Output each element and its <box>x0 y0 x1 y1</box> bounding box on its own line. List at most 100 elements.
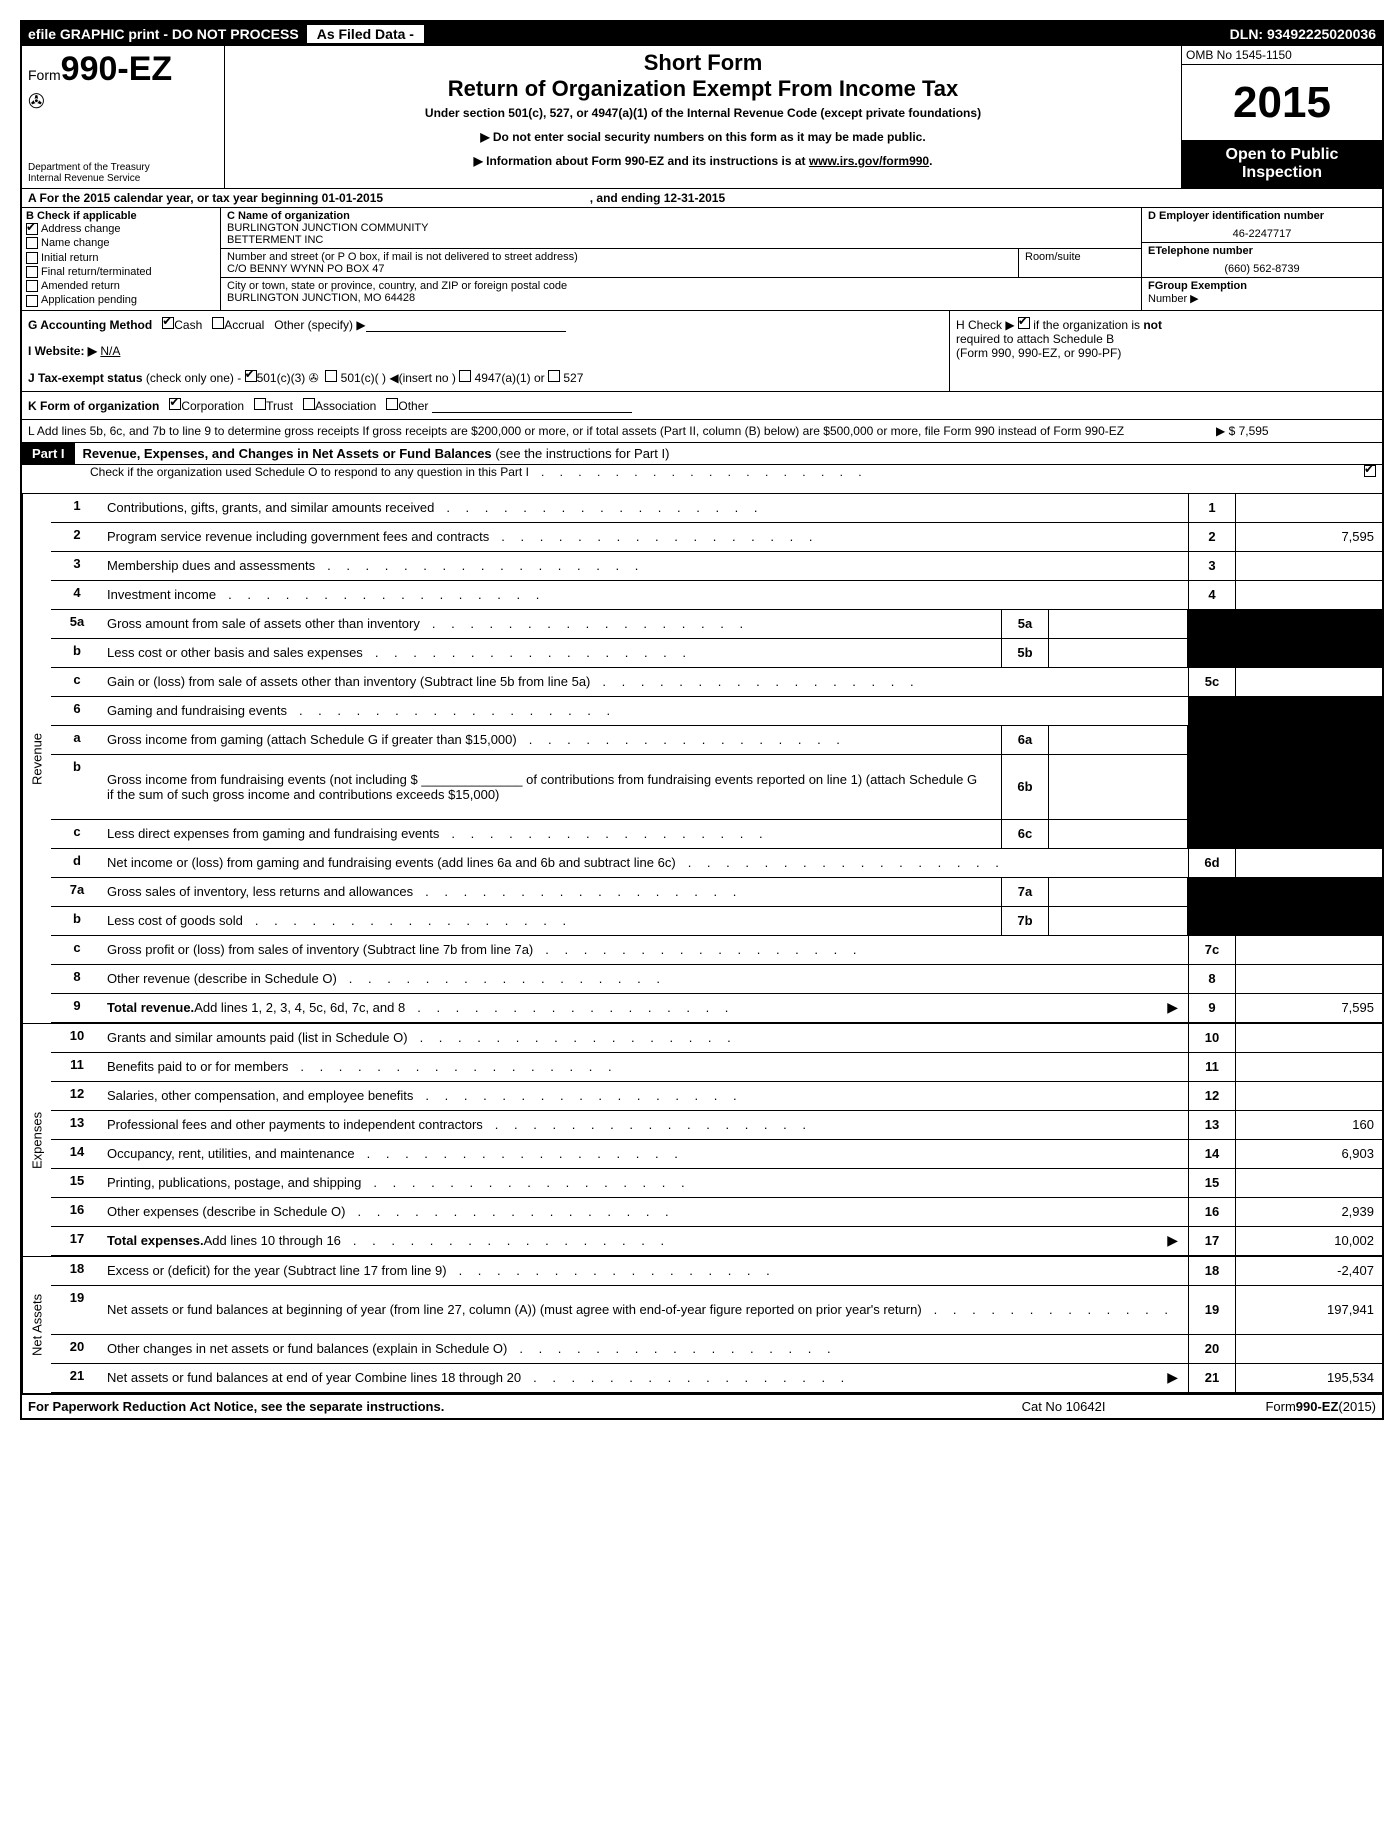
line-desc: Membership dues and assessments. . . . .… <box>103 552 1188 580</box>
right-line-val: 7,595 <box>1236 523 1382 551</box>
check-initial-return[interactable] <box>26 252 38 264</box>
check-4947[interactable] <box>459 370 471 382</box>
line-num: 14 <box>51 1140 103 1168</box>
check-application-pending[interactable] <box>26 295 38 307</box>
check-schedule-b[interactable] <box>1018 317 1030 329</box>
col-b: B Check if applicable Address change Nam… <box>22 208 221 310</box>
line-desc: Investment income. . . . . . . . . . . .… <box>103 581 1188 609</box>
line-5a: 5aGross amount from sale of assets other… <box>51 610 1382 639</box>
mid-line-val <box>1049 726 1188 754</box>
check-association[interactable] <box>303 398 315 410</box>
mid-line-num: 6b <box>1001 755 1049 819</box>
line-desc: Total expenses. Add lines 10 through 16.… <box>103 1227 1188 1255</box>
line-num: 3 <box>51 552 103 580</box>
irs-link[interactable]: www.irs.gov/form990 <box>809 154 929 168</box>
line-10: 10Grants and similar amounts paid (list … <box>51 1024 1382 1053</box>
efile-label: efile GRAPHIC print - DO NOT PROCESS <box>22 26 305 42</box>
right-line-val: 10,002 <box>1236 1227 1382 1255</box>
check-other-org[interactable] <box>386 398 398 410</box>
line-desc: Gross income from fundraising events (no… <box>103 755 1001 819</box>
line-12: 12Salaries, other compensation, and empl… <box>51 1082 1382 1111</box>
schedule-o-text: Check if the organization used Schedule … <box>90 465 529 493</box>
right-num-shaded <box>1188 726 1236 754</box>
check-corporation[interactable] <box>169 398 181 410</box>
line-num: 18 <box>51 1257 103 1285</box>
line-num: 17 <box>51 1227 103 1255</box>
right-line-num: 20 <box>1188 1335 1236 1363</box>
line-num: 10 <box>51 1024 103 1052</box>
check-501c3[interactable] <box>245 370 257 382</box>
line-17: 17Total expenses. Add lines 10 through 1… <box>51 1227 1382 1256</box>
check-final-return[interactable] <box>26 266 38 278</box>
line-16: 16Other expenses (describe in Schedule O… <box>51 1198 1382 1227</box>
line-d: dNet income or (loss) from gaming and fu… <box>51 849 1382 878</box>
header-left: Form990-EZ ✇ Department of the Treasury … <box>22 46 225 188</box>
instruction-2: ▶ Information about Form 990-EZ and its … <box>235 154 1171 168</box>
line-desc: Less cost or other basis and sales expen… <box>103 639 1001 667</box>
line-num: 13 <box>51 1111 103 1139</box>
right-line-num: 2 <box>1188 523 1236 551</box>
check-name-change[interactable] <box>26 237 38 249</box>
line-desc: Program service revenue including govern… <box>103 523 1188 551</box>
line-desc: Gaming and fundraising events. . . . . .… <box>103 697 1188 725</box>
line-desc: Gain or (loss) from sale of assets other… <box>103 668 1188 696</box>
street-label: Number and street (or P O box, if mail i… <box>227 251 1012 263</box>
mid-line-num: 6c <box>1001 820 1049 848</box>
right-line-val <box>1236 1335 1382 1363</box>
right-num-shaded <box>1188 878 1236 906</box>
city-label: City or town, state or province, country… <box>227 280 1135 292</box>
footer: For Paperwork Reduction Act Notice, see … <box>22 1395 1382 1418</box>
line-desc: Benefits paid to or for members. . . . .… <box>103 1053 1188 1081</box>
info-row: B Check if applicable Address change Nam… <box>22 208 1382 311</box>
line-desc: Other changes in net assets or fund bala… <box>103 1335 1188 1363</box>
right-line-val <box>1236 1082 1382 1110</box>
check-cash[interactable] <box>162 317 174 329</box>
ein-label: D Employer identification number <box>1148 210 1376 222</box>
right-line-num: 5c <box>1188 668 1236 696</box>
line-c: cLess direct expenses from gaming and fu… <box>51 820 1382 849</box>
line-7a: 7aGross sales of inventory, less returns… <box>51 878 1382 907</box>
line-19: 19Net assets or fund balances at beginni… <box>51 1286 1382 1335</box>
line-1: 1Contributions, gifts, grants, and simil… <box>51 494 1382 523</box>
expenses-vlabel: Expenses <box>22 1024 51 1256</box>
right-line-val <box>1236 1024 1382 1052</box>
netassets-block: Net Assets 18Excess or (deficit) for the… <box>22 1257 1382 1395</box>
right-val <box>1236 726 1382 754</box>
mid-line-val <box>1049 755 1188 819</box>
line-15: 15Printing, publications, postage, and s… <box>51 1169 1382 1198</box>
line-num: c <box>51 668 103 696</box>
right-line-val <box>1236 1169 1382 1197</box>
check-accrual[interactable] <box>212 317 224 329</box>
check-schedule-o[interactable] <box>1364 465 1376 477</box>
line-8: 8Other revenue (describe in Schedule O).… <box>51 965 1382 994</box>
right-line-val: 7,595 <box>1236 994 1382 1022</box>
expenses-block: Expenses 10Grants and similar amounts pa… <box>22 1024 1382 1257</box>
mid-line-num: 7a <box>1001 878 1049 906</box>
header-center: Short Form Return of Organization Exempt… <box>225 46 1181 188</box>
right-line-num: 1 <box>1188 494 1236 522</box>
title-main: Return of Organization Exempt From Incom… <box>235 76 1171 102</box>
row-l: L Add lines 5b, 6c, and 7b to line 9 to … <box>22 420 1382 443</box>
mid-line-num: 7b <box>1001 907 1049 935</box>
check-527[interactable] <box>548 370 560 382</box>
check-501c[interactable] <box>325 370 337 382</box>
line-c: cGain or (loss) from sale of assets othe… <box>51 668 1382 697</box>
col-de: D Employer identification number 46-2247… <box>1141 208 1382 310</box>
line-desc: Gross income from gaming (attach Schedul… <box>103 726 1001 754</box>
city-value: BURLINGTON JUNCTION, MO 64428 <box>227 292 1135 304</box>
phone-label: ETelephone number <box>1148 245 1376 257</box>
line-num: 1 <box>51 494 103 522</box>
right-line-val <box>1236 849 1382 877</box>
right-line-val <box>1236 965 1382 993</box>
line-3: 3Membership dues and assessments. . . . … <box>51 552 1382 581</box>
check-trust[interactable] <box>254 398 266 410</box>
check-amended[interactable] <box>26 280 38 292</box>
line-desc: Gross amount from sale of assets other t… <box>103 610 1001 638</box>
line-desc: Less direct expenses from gaming and fun… <box>103 820 1001 848</box>
check-address-change[interactable] <box>26 223 38 235</box>
street-value: C/O BENNY WYNN PO BOX 47 <box>227 263 1012 275</box>
form-990ez: efile GRAPHIC print - DO NOT PROCESS As … <box>20 20 1384 1420</box>
line-num: 12 <box>51 1082 103 1110</box>
right-line-num: 11 <box>1188 1053 1236 1081</box>
header-row: Form990-EZ ✇ Department of the Treasury … <box>22 46 1382 189</box>
